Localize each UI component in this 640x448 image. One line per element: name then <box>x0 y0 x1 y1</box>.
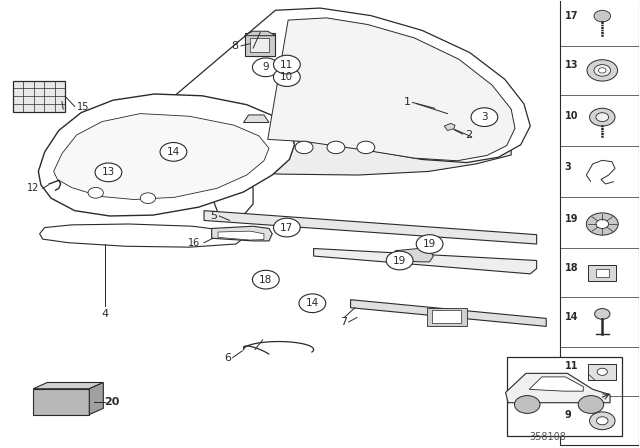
Circle shape <box>252 270 279 289</box>
Circle shape <box>594 10 611 22</box>
Text: 19: 19 <box>423 239 436 249</box>
Circle shape <box>88 188 103 198</box>
Text: 19: 19 <box>564 214 578 224</box>
Text: 6: 6 <box>224 353 231 362</box>
Circle shape <box>299 294 326 313</box>
Circle shape <box>589 412 615 430</box>
Circle shape <box>95 163 122 182</box>
Circle shape <box>598 68 606 73</box>
Circle shape <box>587 60 618 81</box>
Circle shape <box>327 141 345 154</box>
Polygon shape <box>141 8 531 217</box>
Polygon shape <box>506 373 610 403</box>
Polygon shape <box>204 211 537 244</box>
Polygon shape <box>138 115 511 175</box>
Text: 5: 5 <box>210 211 217 221</box>
Polygon shape <box>40 224 244 247</box>
Circle shape <box>416 235 443 254</box>
Circle shape <box>596 220 609 228</box>
Text: 3: 3 <box>564 163 572 172</box>
Bar <box>588 265 616 281</box>
Bar <box>588 364 616 380</box>
Text: 20: 20 <box>104 397 120 407</box>
Text: 9: 9 <box>262 62 269 72</box>
Bar <box>33 389 90 414</box>
Circle shape <box>586 213 618 235</box>
Circle shape <box>140 193 156 203</box>
Text: 17: 17 <box>564 11 578 21</box>
Text: 1: 1 <box>403 98 410 108</box>
Text: 13: 13 <box>564 60 578 70</box>
Bar <box>427 308 467 326</box>
Text: 11: 11 <box>564 362 578 371</box>
Circle shape <box>595 309 610 319</box>
Bar <box>250 38 269 52</box>
Bar <box>432 310 461 323</box>
Circle shape <box>273 55 300 74</box>
Polygon shape <box>38 94 294 216</box>
Text: 2: 2 <box>465 130 472 140</box>
Text: 11: 11 <box>280 60 294 69</box>
Polygon shape <box>444 123 455 130</box>
Text: 19: 19 <box>393 255 406 266</box>
Text: 17: 17 <box>280 223 294 233</box>
Text: 13: 13 <box>102 168 115 177</box>
Circle shape <box>596 417 608 425</box>
Text: 18: 18 <box>564 263 579 273</box>
Polygon shape <box>90 383 103 414</box>
Text: 4: 4 <box>101 309 108 319</box>
Circle shape <box>594 65 611 76</box>
Text: 12: 12 <box>28 183 40 194</box>
Circle shape <box>578 396 604 414</box>
Bar <box>596 269 609 276</box>
Text: 14: 14 <box>564 313 578 323</box>
Circle shape <box>357 141 375 154</box>
Polygon shape <box>529 377 583 391</box>
Bar <box>508 357 622 436</box>
Text: 14: 14 <box>167 147 180 157</box>
Polygon shape <box>244 115 269 122</box>
Text: 3: 3 <box>481 112 488 122</box>
Polygon shape <box>193 121 216 127</box>
Text: 16: 16 <box>188 238 200 248</box>
Text: 14: 14 <box>306 298 319 308</box>
Text: 10: 10 <box>564 111 578 121</box>
Circle shape <box>273 68 300 86</box>
Polygon shape <box>351 300 546 327</box>
Polygon shape <box>314 249 537 274</box>
Circle shape <box>515 396 540 414</box>
Circle shape <box>160 142 187 161</box>
Circle shape <box>252 58 279 77</box>
Text: 8: 8 <box>231 41 239 51</box>
Bar <box>13 81 65 112</box>
Polygon shape <box>33 383 103 389</box>
Polygon shape <box>54 114 269 199</box>
Polygon shape <box>395 249 433 262</box>
Bar <box>245 34 275 56</box>
Text: 9: 9 <box>564 410 572 420</box>
Text: 7: 7 <box>340 317 347 327</box>
Text: 18: 18 <box>259 275 273 284</box>
Circle shape <box>589 108 615 126</box>
Circle shape <box>597 368 607 375</box>
Polygon shape <box>245 31 275 36</box>
Polygon shape <box>218 231 264 240</box>
Bar <box>559 0 639 445</box>
Circle shape <box>387 251 413 270</box>
Polygon shape <box>268 18 515 161</box>
Circle shape <box>295 141 313 154</box>
Circle shape <box>596 113 609 121</box>
Circle shape <box>273 218 300 237</box>
Circle shape <box>471 108 498 126</box>
Text: 10: 10 <box>280 72 293 82</box>
Polygon shape <box>212 226 272 241</box>
Text: 358108: 358108 <box>530 432 566 442</box>
Text: 15: 15 <box>77 102 89 112</box>
